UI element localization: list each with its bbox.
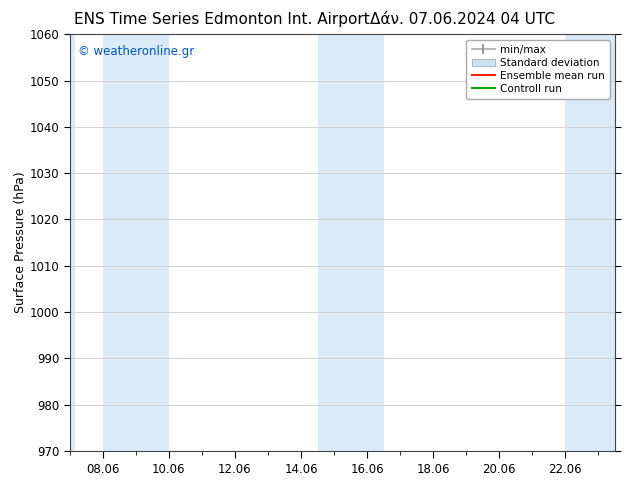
Text: ENS Time Series Edmonton Int. Airport: ENS Time Series Edmonton Int. Airport <box>74 12 370 27</box>
Text: Δάν. 07.06.2024 04 UTC: Δάν. 07.06.2024 04 UTC <box>370 12 555 27</box>
Bar <box>103 34 169 451</box>
Y-axis label: Surface Pressure (hPa): Surface Pressure (hPa) <box>14 172 27 314</box>
Text: © weatheronline.gr: © weatheronline.gr <box>78 45 194 58</box>
Bar <box>70 34 75 451</box>
Bar <box>566 34 615 451</box>
Legend: min/max, Standard deviation, Ensemble mean run, Controll run: min/max, Standard deviation, Ensemble me… <box>467 40 610 99</box>
Bar <box>318 34 384 451</box>
